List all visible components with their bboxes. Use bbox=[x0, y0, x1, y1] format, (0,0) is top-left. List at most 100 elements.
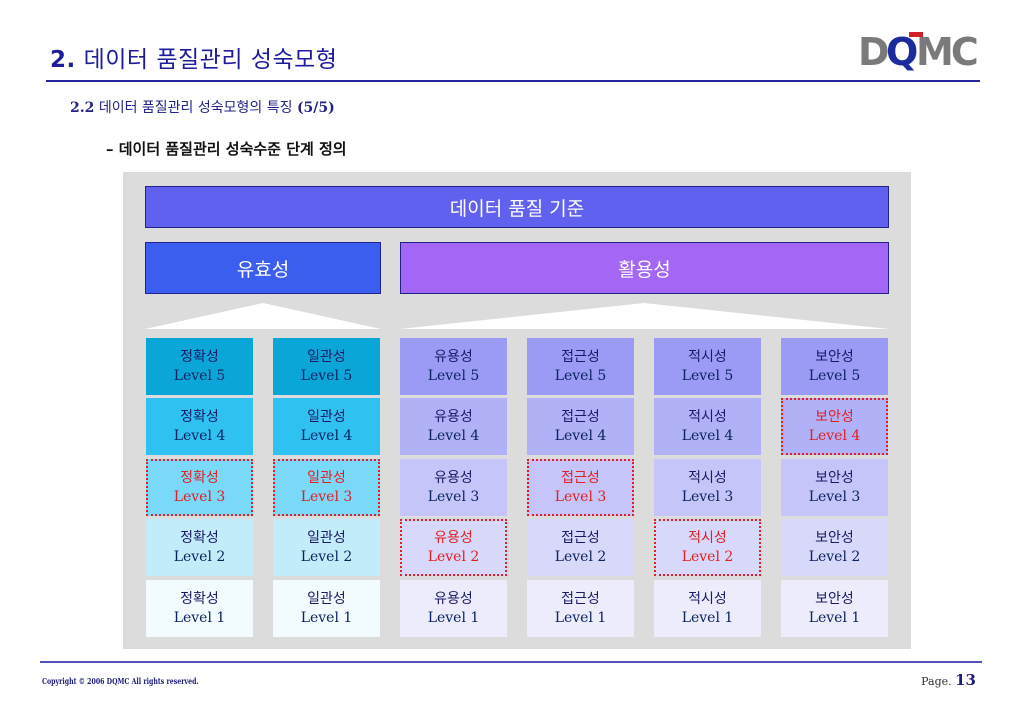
maturity-cell-level: Level 5 bbox=[554, 367, 607, 384]
maturity-cell-dimension: 적시성 bbox=[688, 469, 727, 486]
usability-wedge bbox=[400, 303, 889, 329]
banner-usability: 활용성 bbox=[400, 242, 889, 294]
header-rule bbox=[46, 80, 980, 82]
maturity-cell-level: Level 4 bbox=[681, 427, 734, 444]
maturity-cell-level: Level 1 bbox=[173, 609, 226, 626]
maturity-cell-level: Level 3 bbox=[681, 488, 734, 505]
maturity-cell: 적시성 Level 4 bbox=[654, 398, 761, 455]
maturity-cell-level: Level 4 bbox=[808, 427, 861, 444]
maturity-cell-level: Level 2 bbox=[173, 548, 226, 565]
maturity-cell-level: Level 2 bbox=[427, 548, 480, 565]
maturity-cell: 보안성 Level 4 bbox=[781, 398, 888, 455]
page-label: Page. bbox=[921, 675, 952, 688]
maturity-cell-dimension: 유용성 bbox=[434, 590, 473, 607]
maturity-cell: 정확성 Level 3 bbox=[146, 459, 253, 516]
page-title-text: 데이터 품질관리 성숙모형 bbox=[83, 47, 338, 73]
maturity-cell-dimension: 적시성 bbox=[688, 529, 727, 546]
maturity-cell-level: Level 3 bbox=[173, 488, 226, 505]
maturity-cell: 보안성 Level 3 bbox=[781, 459, 888, 516]
maturity-cell-level: Level 3 bbox=[808, 488, 861, 505]
maturity-cell-level: Level 1 bbox=[554, 609, 607, 626]
page-title: 2. 데이터 품질관리 성숙모형 bbox=[50, 40, 337, 74]
maturity-cell: 보안성 Level 1 bbox=[781, 580, 888, 637]
footer-rule bbox=[40, 661, 982, 663]
maturity-cell-dimension: 일관성 bbox=[307, 469, 346, 486]
banner-data-quality-criteria: 데이터 품질 기준 bbox=[145, 186, 889, 228]
maturity-cell-dimension: 정확성 bbox=[180, 590, 219, 607]
maturity-cell-dimension: 적시성 bbox=[688, 590, 727, 607]
maturity-cell: 일관성 Level 1 bbox=[273, 580, 380, 637]
maturity-cell-dimension: 정확성 bbox=[180, 529, 219, 546]
maturity-cell: 접근성 Level 2 bbox=[527, 519, 634, 576]
maturity-cell-dimension: 정확성 bbox=[180, 469, 219, 486]
maturity-cell-dimension: 일관성 bbox=[307, 408, 346, 425]
copyright-text: Copyright © 2006 DQMC All rights reserve… bbox=[42, 676, 199, 686]
maturity-cell-level: Level 2 bbox=[808, 548, 861, 565]
maturity-cell-dimension: 일관성 bbox=[307, 590, 346, 607]
maturity-cell-level: Level 3 bbox=[554, 488, 607, 505]
maturity-cell-level: Level 4 bbox=[300, 427, 353, 444]
maturity-cell-dimension: 보안성 bbox=[815, 590, 854, 607]
maturity-cell-level: Level 5 bbox=[427, 367, 480, 384]
maturity-cell-level: Level 5 bbox=[808, 367, 861, 384]
maturity-cell-level: Level 3 bbox=[427, 488, 480, 505]
maturity-cell-level: Level 1 bbox=[427, 609, 480, 626]
maturity-cell-dimension: 보안성 bbox=[815, 469, 854, 486]
maturity-cell-dimension: 유용성 bbox=[434, 348, 473, 365]
maturity-cell-dimension: 접근성 bbox=[561, 408, 600, 425]
maturity-cell-dimension: 정확성 bbox=[180, 408, 219, 425]
svg-text:MC: MC bbox=[916, 30, 977, 72]
maturity-cell-dimension: 정확성 bbox=[180, 348, 219, 365]
maturity-cell-level: Level 5 bbox=[173, 367, 226, 384]
page-number: Page. 13 bbox=[921, 671, 976, 689]
maturity-cell-dimension: 보안성 bbox=[815, 408, 854, 425]
maturity-cell: 접근성 Level 5 bbox=[527, 338, 634, 395]
maturity-cell-level: Level 4 bbox=[427, 427, 480, 444]
maturity-cell: 일관성 Level 4 bbox=[273, 398, 380, 455]
maturity-cell: 일관성 Level 5 bbox=[273, 338, 380, 395]
maturity-cell: 정확성 Level 1 bbox=[146, 580, 253, 637]
maturity-cell: 정확성 Level 5 bbox=[146, 338, 253, 395]
svg-text:D: D bbox=[858, 30, 888, 72]
maturity-cell-level: Level 1 bbox=[681, 609, 734, 626]
maturity-cell-level: Level 2 bbox=[554, 548, 607, 565]
maturity-cell: 정확성 Level 4 bbox=[146, 398, 253, 455]
maturity-cell-dimension: 접근성 bbox=[561, 469, 600, 486]
maturity-cell: 적시성 Level 5 bbox=[654, 338, 761, 395]
subsection-number: 2.2 bbox=[70, 100, 95, 116]
subsection-title: 2.2 데이터 품질관리 성숙모형의 특징 (5/5) bbox=[70, 97, 335, 117]
maturity-cell: 보안성 Level 2 bbox=[781, 519, 888, 576]
maturity-cell: 일관성 Level 2 bbox=[273, 519, 380, 576]
maturity-cell-level: Level 1 bbox=[300, 609, 353, 626]
maturity-cell-level: Level 1 bbox=[808, 609, 861, 626]
maturity-cell: 일관성 Level 3 bbox=[273, 459, 380, 516]
banner-validity: 유효성 bbox=[145, 242, 381, 294]
dqmc-logo: D Q MC bbox=[858, 30, 980, 72]
maturity-cell-dimension: 보안성 bbox=[815, 529, 854, 546]
maturity-cell-level: Level 5 bbox=[300, 367, 353, 384]
maturity-cell: 유용성 Level 2 bbox=[400, 519, 507, 576]
maturity-cell-level: Level 5 bbox=[681, 367, 734, 384]
section-label: – 데이터 품질관리 성숙수준 단계 정의 bbox=[106, 140, 347, 158]
maturity-cell: 접근성 Level 3 bbox=[527, 459, 634, 516]
subsection-page-ref: (5/5) bbox=[296, 100, 335, 116]
maturity-cell-dimension: 유용성 bbox=[434, 529, 473, 546]
maturity-cell-dimension: 유용성 bbox=[434, 469, 473, 486]
maturity-cell: 접근성 Level 1 bbox=[527, 580, 634, 637]
maturity-cell: 적시성 Level 3 bbox=[654, 459, 761, 516]
maturity-cell: 유용성 Level 3 bbox=[400, 459, 507, 516]
maturity-cell: 보안성 Level 5 bbox=[781, 338, 888, 395]
maturity-cell-dimension: 접근성 bbox=[561, 590, 600, 607]
maturity-cell-level: Level 2 bbox=[681, 548, 734, 565]
maturity-cell-dimension: 적시성 bbox=[688, 408, 727, 425]
page-title-number: 2. bbox=[50, 47, 76, 73]
maturity-cell-level: Level 4 bbox=[173, 427, 226, 444]
subsection-text: 데이터 품질관리 성숙모형의 특징 bbox=[98, 100, 293, 116]
validity-wedge bbox=[145, 303, 381, 329]
maturity-cell: 유용성 Level 5 bbox=[400, 338, 507, 395]
maturity-cell-dimension: 접근성 bbox=[561, 529, 600, 546]
page-number-value: 13 bbox=[955, 671, 976, 689]
maturity-cell: 유용성 Level 1 bbox=[400, 580, 507, 637]
maturity-cell: 접근성 Level 4 bbox=[527, 398, 634, 455]
maturity-cell: 적시성 Level 1 bbox=[654, 580, 761, 637]
